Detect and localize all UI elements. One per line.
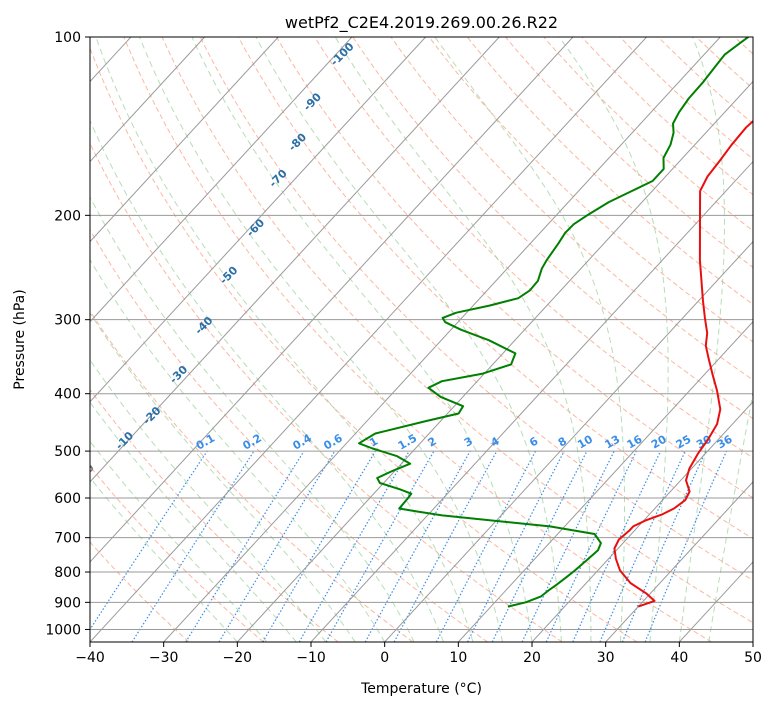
moist-adiabat-line bbox=[255, 37, 562, 642]
y-axis-ticks: 100 200 300 400 500 600 700 800 900 1000 bbox=[45, 30, 90, 638]
dry-adiabat-line bbox=[90, 388, 339, 642]
moist-adiabat-line bbox=[708, 389, 753, 642]
isotherm-line bbox=[90, 37, 426, 403]
moist-adiabat-line bbox=[95, 37, 474, 642]
mixing-ratio-line bbox=[218, 450, 336, 642]
isotherm-line bbox=[310, 160, 753, 642]
mixing-ratio-line bbox=[364, 450, 471, 642]
dry-adiabat-line bbox=[390, 37, 753, 381]
moist-adiabat-line bbox=[90, 312, 356, 642]
y-axis-label: Pressure (hPa) bbox=[12, 289, 28, 389]
x-tick-label: −10 bbox=[296, 650, 326, 666]
mixing-ratio-line bbox=[621, 450, 707, 642]
isotherm-line bbox=[90, 37, 574, 563]
temperature-profile bbox=[613, 119, 753, 608]
moist-adiabat-line bbox=[90, 401, 297, 642]
isotherm-line bbox=[605, 481, 753, 642]
moist-adiabat-line bbox=[434, 37, 625, 642]
moist-adiabat-line bbox=[191, 37, 533, 642]
x-axis-ticks: −40 −30 −20 −10 0 10 20 30 40 50 bbox=[75, 642, 762, 666]
mixing-ratio-line bbox=[435, 450, 537, 642]
isotherm-line bbox=[90, 37, 353, 323]
y-tick-label: 300 bbox=[54, 313, 81, 329]
mixing-ratio-line bbox=[545, 450, 637, 642]
dry-adiabat-line bbox=[276, 37, 753, 499]
isotherm-line bbox=[384, 240, 753, 642]
dry-adiabats bbox=[90, 37, 753, 642]
dry-adiabat-line bbox=[123, 37, 712, 642]
y-tick-label: 900 bbox=[54, 595, 81, 611]
x-tick-label: 20 bbox=[523, 650, 541, 666]
dry-adiabat-label: 0 bbox=[82, 461, 97, 476]
mixing-ratio-line bbox=[572, 450, 662, 642]
x-tick-label: 10 bbox=[449, 650, 467, 666]
dry-adiabat-line bbox=[466, 37, 753, 305]
x-tick-label: −30 bbox=[149, 650, 179, 666]
moist-adiabat-line bbox=[334, 37, 592, 642]
x-tick-label: 40 bbox=[670, 650, 688, 666]
plot-area: -100-90-80-70-60-50-40-30-20-10010203040… bbox=[82, 37, 753, 642]
chart-title: wetPf2_C2E4.2019.269.00.26.R22 bbox=[285, 13, 558, 33]
isotherm-line bbox=[531, 401, 753, 642]
mixing-ratio-line bbox=[599, 450, 686, 642]
moist-adiabat-line bbox=[90, 359, 327, 642]
isotherm-line bbox=[163, 37, 721, 642]
mixing-ratio-line bbox=[521, 450, 615, 642]
isotherm-line bbox=[90, 37, 279, 243]
x-tick-label: 30 bbox=[597, 650, 615, 666]
isotherm-line bbox=[90, 37, 205, 163]
y-tick-label: 500 bbox=[54, 444, 81, 460]
dry-adiabat-line bbox=[90, 142, 563, 642]
y-tick-label: 600 bbox=[54, 491, 81, 507]
isobars bbox=[90, 37, 753, 630]
x-tick-label: 50 bbox=[744, 650, 762, 666]
y-tick-label: 400 bbox=[54, 387, 81, 403]
mixing-ratio-line bbox=[393, 450, 498, 642]
mixing-ratio-line bbox=[466, 450, 565, 642]
plot-frame bbox=[89, 36, 754, 643]
dry-adiabat-line bbox=[90, 465, 264, 642]
moist-adiabat-line bbox=[90, 119, 445, 642]
moist-adiabat-line bbox=[678, 37, 726, 642]
x-tick-label: −20 bbox=[223, 650, 253, 666]
y-tick-label: 1000 bbox=[45, 622, 81, 638]
x-axis-label: Temperature (°C) bbox=[360, 681, 482, 697]
mixing-ratio-line bbox=[325, 450, 435, 642]
isotherm-line bbox=[90, 37, 500, 483]
mixing-ratio-line bbox=[90, 450, 208, 631]
dewpoint-profile bbox=[358, 37, 749, 608]
isotherm-line bbox=[236, 80, 753, 642]
x-tick-label: −40 bbox=[75, 650, 105, 666]
y-tick-label: 100 bbox=[54, 30, 81, 46]
dry-adiabat-line bbox=[237, 37, 753, 540]
dry-adiabat-line bbox=[352, 37, 753, 420]
dry-adiabat-line bbox=[90, 46, 638, 642]
dry-adiabat-line bbox=[90, 310, 414, 642]
isotherm-line bbox=[457, 320, 753, 642]
moist-adiabat-line bbox=[90, 196, 415, 642]
isotherm-line bbox=[90, 37, 647, 642]
y-tick-label: 700 bbox=[54, 531, 81, 547]
moist-adiabat-line bbox=[139, 37, 503, 642]
mixing-ratio-line bbox=[185, 450, 305, 642]
dry-adiabat-line bbox=[199, 37, 753, 581]
y-tick-label: 800 bbox=[54, 565, 81, 581]
dry-adiabat-line bbox=[161, 37, 753, 624]
isotherms bbox=[90, 37, 753, 642]
y-tick-label: 200 bbox=[54, 208, 81, 224]
sounding-series bbox=[358, 37, 753, 608]
x-tick-label: 0 bbox=[380, 650, 389, 666]
